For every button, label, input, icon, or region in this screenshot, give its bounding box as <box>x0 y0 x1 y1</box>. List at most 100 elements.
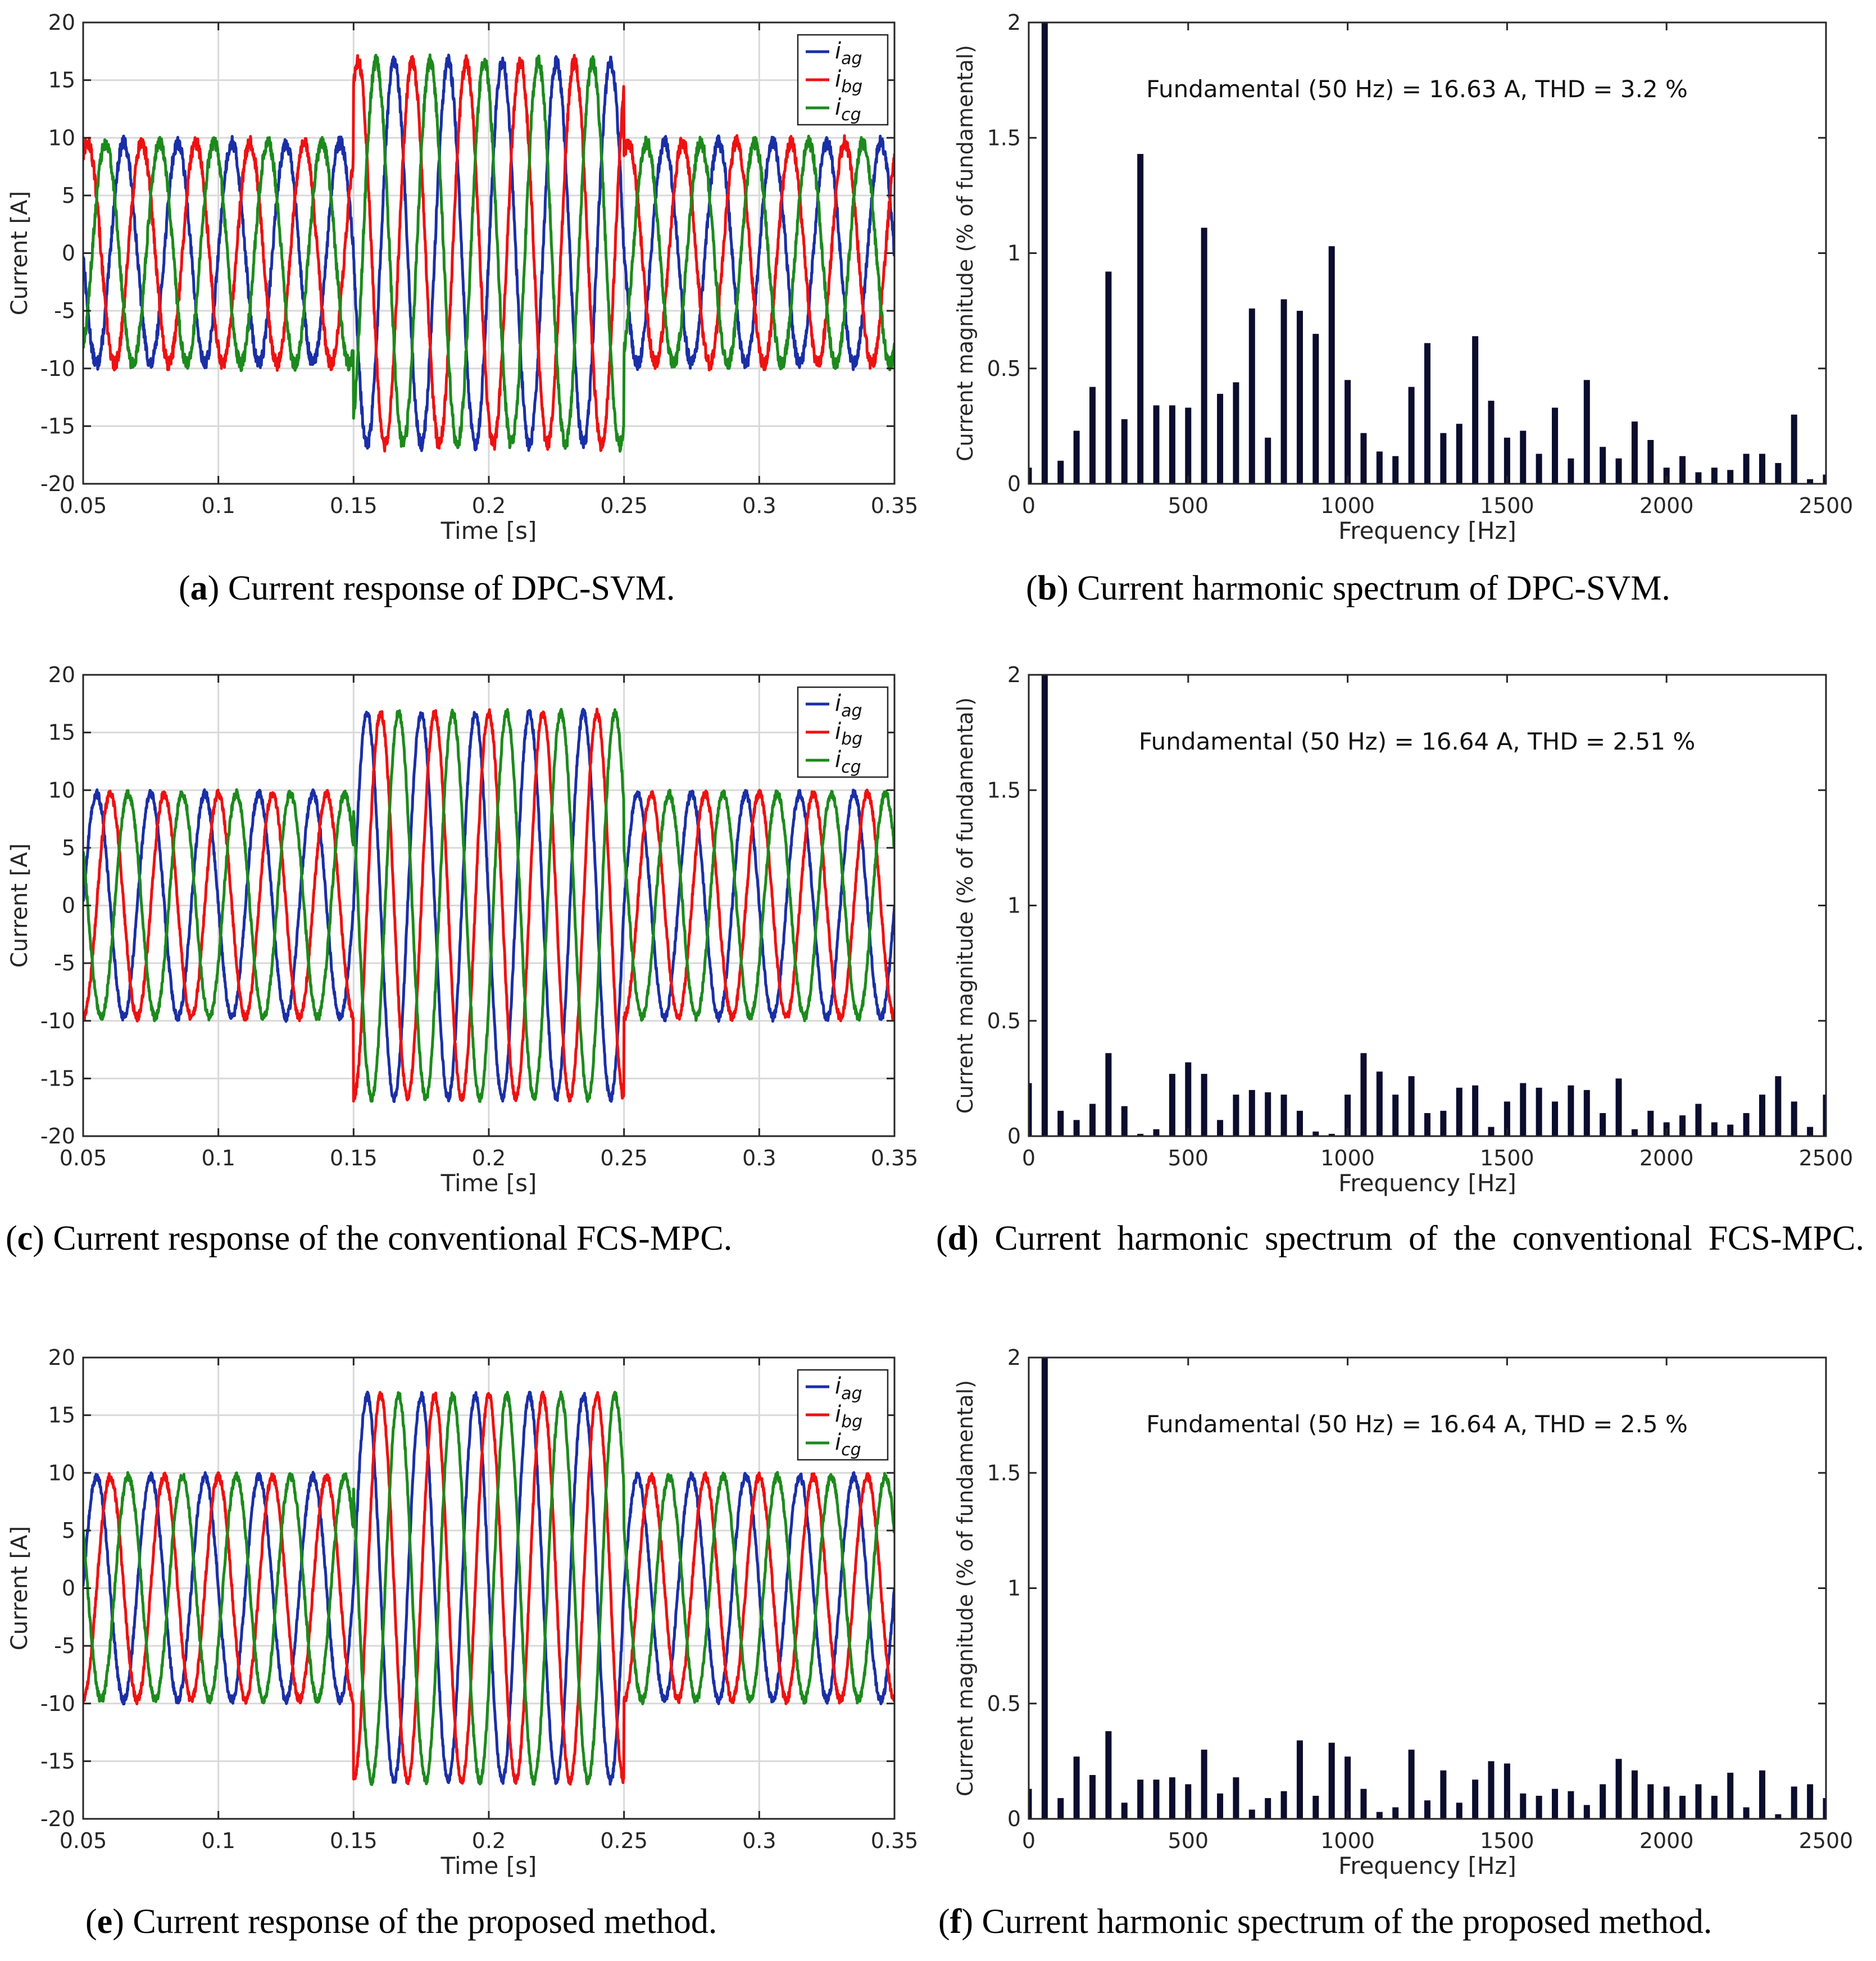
bar-500hz <box>1185 1784 1192 1819</box>
bar-1400hz <box>1472 1085 1479 1136</box>
x-tick-label: 1000 <box>1320 493 1375 518</box>
y-axis-label: Current magnitude (% of fundamental) <box>953 697 978 1114</box>
bar-2250hz <box>1743 1113 1750 1136</box>
x-tick-label: 0.2 <box>472 1828 506 1853</box>
bar-1450hz <box>1488 401 1495 484</box>
x-tick-label: 2000 <box>1639 1146 1694 1170</box>
y-tick-label: 10 <box>48 125 75 150</box>
legend-label-i_bg: ibg <box>835 66 862 97</box>
bar-2150hz <box>1711 1795 1718 1819</box>
y-tick-label: 1 <box>1007 893 1021 918</box>
bar-2000hz <box>1663 1786 1670 1819</box>
bar-2500hz <box>1823 1095 1826 1136</box>
x-tick-label: 0.05 <box>60 1146 107 1170</box>
x-tick-label: 2000 <box>1639 493 1694 518</box>
bar-1200hz <box>1408 387 1415 484</box>
bar-1950hz <box>1647 440 1654 484</box>
bar-800hz <box>1280 1791 1287 1819</box>
y-axis-label: Current [A] <box>7 1526 33 1651</box>
bar-1800hz <box>1600 447 1606 484</box>
series-line-i_bg <box>83 707 894 1103</box>
panel-c: 0.05 0.1 0.15 0.2 0.25 0.3 0.35 -20 -15 -10 -5 0 5 10… <box>7 662 918 1197</box>
y-tick-label: 15 <box>48 720 75 745</box>
bar-2500hz <box>1823 474 1826 484</box>
bar-2450hz <box>1807 1127 1814 1136</box>
y-tick-label: 0.5 <box>987 356 1021 381</box>
y-tick-label: 0 <box>1007 471 1021 496</box>
y-tick-label: -15 <box>40 1749 75 1773</box>
series-group <box>83 53 894 453</box>
bar-150hz <box>1073 430 1080 484</box>
series-line-i_ag <box>83 53 894 452</box>
bars-group <box>1029 675 1826 1136</box>
x-tick-label: 500 <box>1168 493 1209 518</box>
bar-1350hz <box>1456 424 1462 484</box>
y-tick-label: -5 <box>54 1633 75 1658</box>
bar-1750hz <box>1583 1805 1590 1819</box>
bar-400hz <box>1153 1780 1160 1819</box>
y-tick-label: -20 <box>40 1124 75 1149</box>
bar-450hz <box>1169 1074 1175 1136</box>
bar-2050hz <box>1679 1795 1686 1819</box>
bar-750hz <box>1265 437 1271 484</box>
bar-2300hz <box>1759 1770 1765 1819</box>
bar-1300hz <box>1440 1110 1447 1136</box>
x-axis-label: Frequency [Hz] <box>1338 1852 1516 1880</box>
x-tick-label: 0.3 <box>742 1828 776 1853</box>
bar-1200hz <box>1408 1749 1415 1819</box>
x-tick-label: 0.35 <box>871 1146 919 1170</box>
bar-1700hz <box>1568 1085 1574 1136</box>
y-tick-label: 0 <box>1007 1124 1021 1149</box>
legend-label-i_bg: ibg <box>835 1401 862 1432</box>
bar-300hz <box>1121 1106 1128 1136</box>
series-group <box>83 707 894 1103</box>
bar-900hz <box>1312 1131 1319 1136</box>
bar-1900hz <box>1631 421 1638 484</box>
bar-1500hz <box>1503 1101 1510 1136</box>
bar-700hz <box>1248 308 1255 484</box>
y-tick-label: 10 <box>48 1460 75 1485</box>
bar-1450hz <box>1488 1127 1495 1136</box>
y-tick-label: 2 <box>1007 1345 1021 1370</box>
bar-250hz <box>1105 1053 1112 1136</box>
bar-1050hz <box>1360 1053 1367 1136</box>
bar-1150hz <box>1392 1807 1399 1819</box>
y-tick-label: -20 <box>40 471 75 496</box>
bar-600hz <box>1217 393 1224 484</box>
x-tick-label: 0.05 <box>60 1828 107 1853</box>
y-tick-label: 0.5 <box>987 1691 1021 1716</box>
x-tick-label: 0.2 <box>472 493 506 518</box>
bar-0hz <box>1029 1083 1032 1136</box>
x-tick-label: 0.3 <box>742 493 776 518</box>
panel-b: 0 500 1000 1500 2000 2500 0 0.5 1 1.5 2 Frequency [… <box>953 10 1853 544</box>
bar-150hz <box>1073 1120 1080 1136</box>
legend-label-i_cg: icg <box>835 747 861 777</box>
x-tick-label: 0.1 <box>201 493 235 518</box>
caption-f: (f) Current harmonic spectrum of the pro… <box>938 1903 1713 1941</box>
bar-1850hz <box>1615 1759 1622 1819</box>
bar-250hz <box>1105 1731 1112 1819</box>
bar-2100hz <box>1695 1104 1702 1136</box>
bar-1250hz <box>1424 1113 1430 1136</box>
bar-50hz <box>1041 1358 1048 1819</box>
x-tick-label: 500 <box>1168 1146 1209 1170</box>
series-line-i_bg <box>83 1390 894 1786</box>
bars-group <box>1029 1358 1826 1819</box>
bar-1350hz <box>1456 1087 1462 1136</box>
bar-2200hz <box>1727 470 1734 484</box>
bar-1100hz <box>1376 1072 1383 1136</box>
caption-b: (b) Current harmonic spectrum of DPC-SVM… <box>1026 569 1670 607</box>
bar-2100hz <box>1695 1784 1702 1819</box>
bar-1400hz <box>1472 336 1479 484</box>
legend-label-i_cg: icg <box>835 1429 861 1460</box>
bar-900hz <box>1312 334 1319 484</box>
bar-1700hz <box>1568 1791 1574 1819</box>
x-tick-label: 0.35 <box>871 1828 919 1853</box>
x-tick-label: 0.35 <box>871 493 919 518</box>
y-tick-label: 15 <box>48 68 75 93</box>
bar-1000hz <box>1344 380 1351 484</box>
x-tick-label: 0.1 <box>201 1828 235 1853</box>
bar-1750hz <box>1583 1090 1590 1136</box>
